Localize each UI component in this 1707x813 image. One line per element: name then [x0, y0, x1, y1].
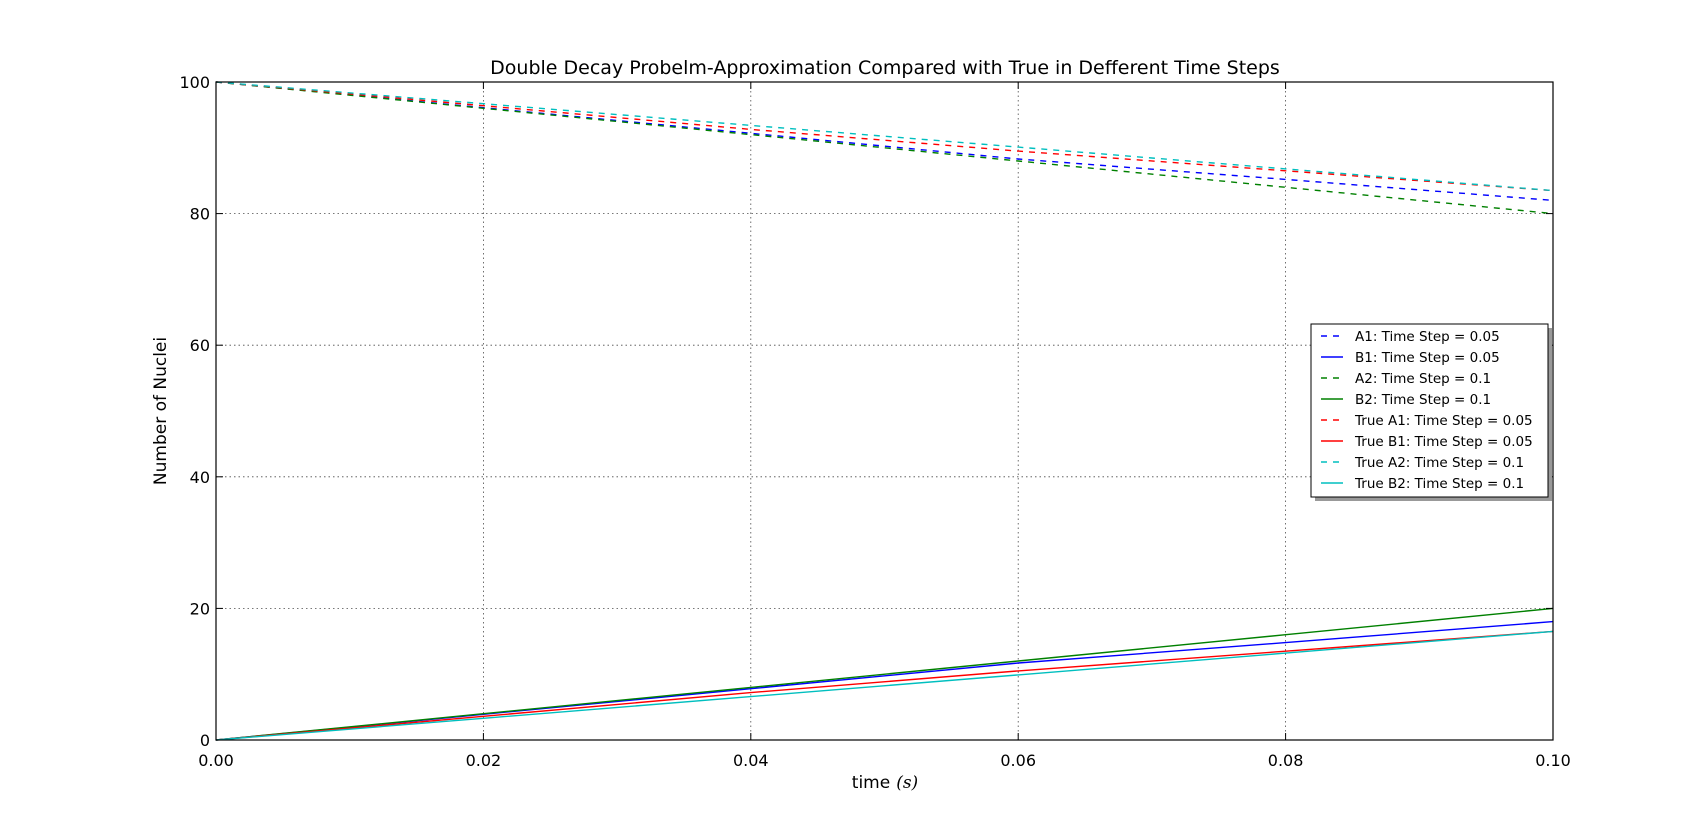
series-line-6: [215, 630, 1554, 741]
series-line-1: [215, 81, 1554, 202]
y-tick-label: 40: [190, 468, 210, 487]
plot-frame: [215, 81, 1554, 741]
x-axis-label: time (s): [852, 773, 918, 793]
x-axis-unit: (s): [896, 773, 918, 793]
legend-label-3: A2: Time Step = 0.1: [1355, 371, 1491, 387]
x-tick-label: 0.02: [466, 751, 502, 770]
legend-label-7: True A2: Time Step = 0.1: [1354, 455, 1524, 471]
legend-box: [1310, 323, 1549, 498]
legend-label-6: True B1: Time Step = 0.05: [1354, 434, 1533, 450]
series-line-7: [215, 81, 1554, 192]
x-tick-label: 0.00: [198, 751, 234, 770]
y-tick-label: 60: [190, 336, 210, 355]
series-line-8: [215, 630, 1554, 741]
series-line-3: [215, 81, 1554, 215]
y-tick-label: 80: [190, 205, 210, 224]
legend-label-1: A1: Time Step = 0.05: [1355, 329, 1500, 345]
tick-layer: 0.00 0.02 0.04 0.06 0.08 0.10 0 20 40 60 80 100: [179, 73, 1570, 770]
x-tick-label: 0.06: [1000, 751, 1036, 770]
x-tick-label: 0.04: [733, 751, 769, 770]
legend-label-4: B2: Time Step = 0.1: [1355, 392, 1491, 408]
legend-label-2: B1: Time Step = 0.05: [1355, 350, 1500, 366]
series-line-5: [215, 81, 1554, 192]
x-tick-label: 0.10: [1535, 751, 1571, 770]
y-axis-label: Number of Nuclei: [151, 337, 171, 485]
legend-label-8: True B2: Time Step = 0.1: [1354, 476, 1524, 492]
x-tick-label: 0.08: [1268, 751, 1304, 770]
series-layer: [215, 81, 1554, 741]
x-axis-label-text: time: [852, 773, 890, 793]
legend-label-5: True A1: Time Step = 0.05: [1354, 413, 1533, 429]
chart-title: Double Decay Probelm-Approximation Compa…: [490, 57, 1280, 79]
y-tick-label: 100: [179, 73, 210, 92]
y-tick-label: 20: [190, 599, 210, 618]
y-tick-label: 0: [200, 731, 210, 750]
legend: A1: Time Step = 0.05 B1: Time Step = 0.05…: [1310, 323, 1552, 501]
series-line-4: [215, 607, 1554, 741]
